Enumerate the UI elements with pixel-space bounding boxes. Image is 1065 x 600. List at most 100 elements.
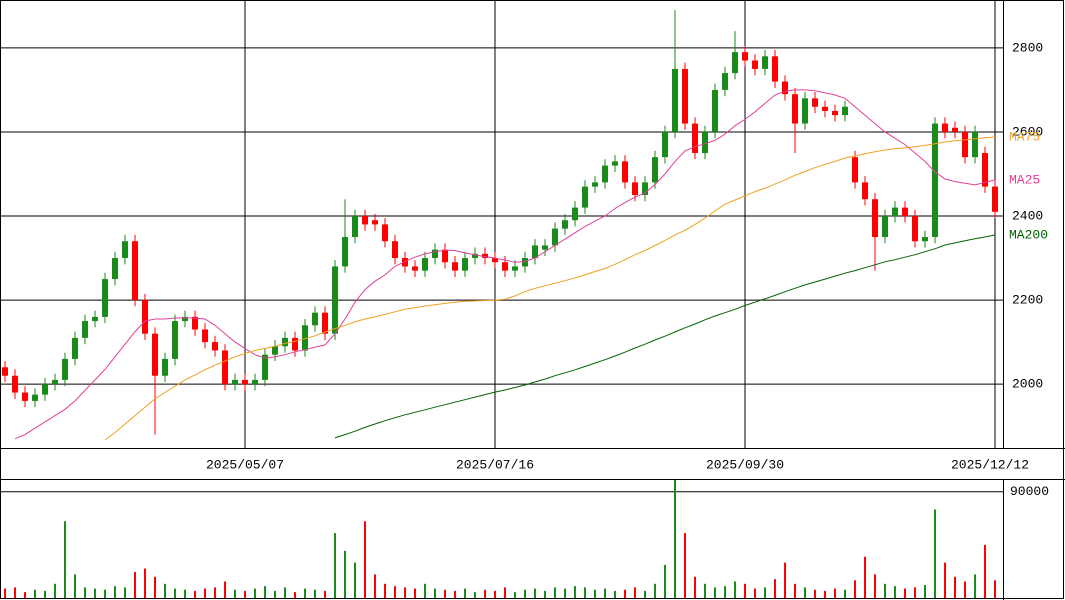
volume-bar — [24, 592, 26, 598]
candle-body — [832, 110, 838, 116]
volume-bar — [34, 589, 36, 598]
candle-body — [992, 186, 998, 212]
candle-body — [642, 182, 648, 196]
candle-body — [962, 131, 968, 158]
x-tick-label: 2025/05/07 — [206, 457, 284, 472]
candle-body — [312, 312, 318, 326]
volume-bar — [764, 587, 766, 598]
candle-body — [712, 89, 718, 132]
volume-bar — [374, 574, 376, 598]
candle-body — [742, 52, 748, 61]
candle-body — [892, 207, 898, 217]
volume-bar — [894, 586, 896, 598]
candle-body — [342, 237, 348, 267]
candle-body — [472, 253, 478, 259]
volume-bar — [744, 583, 746, 598]
volume-bar — [714, 587, 716, 598]
volume-bar — [554, 587, 556, 598]
volume-bar — [94, 588, 96, 598]
volume-bar — [574, 586, 576, 598]
candle-body — [242, 379, 248, 385]
volume-bar — [64, 521, 66, 598]
volume-bar — [4, 588, 6, 598]
candle-body — [872, 199, 878, 238]
x-tick-label: 2025/09/30 — [706, 457, 784, 472]
volume-bar — [534, 588, 536, 598]
candle-body — [802, 98, 808, 124]
candle-body — [62, 358, 68, 380]
volume-bar — [104, 589, 106, 598]
volume-bar — [874, 574, 876, 598]
candle-body — [482, 253, 488, 259]
volume-bar — [394, 586, 396, 598]
candle-body — [92, 316, 98, 322]
volume-bar — [924, 585, 926, 598]
candle-body — [152, 333, 158, 376]
candle-body — [582, 186, 588, 208]
labels: 2000 2200 2400 2600 2800 2025/05/07 2025/07/16… — [206, 40, 1049, 499]
volume-bar — [954, 576, 956, 598]
y-tick-label: 2600 — [1012, 124, 1043, 139]
candle-body — [332, 266, 338, 334]
candle-body — [402, 258, 408, 267]
candle-body — [982, 152, 988, 187]
volume-bar — [964, 581, 966, 598]
volume-bar — [214, 587, 216, 598]
volume-bar — [614, 590, 616, 598]
candle-body — [632, 182, 638, 196]
candle-body — [172, 321, 178, 359]
candle-body — [542, 245, 548, 250]
volume-bar — [284, 587, 286, 598]
candle-body — [72, 337, 78, 359]
volume-bar — [234, 589, 236, 598]
candle-body — [432, 249, 438, 259]
candle-body — [522, 258, 528, 267]
volume-bar — [584, 587, 586, 598]
candle-body — [882, 216, 888, 238]
volume-bar — [974, 574, 976, 598]
candle-body — [142, 300, 148, 334]
candle-body — [202, 329, 208, 343]
candle-body — [422, 258, 428, 271]
candle-body — [392, 241, 398, 259]
volume-bar — [184, 589, 186, 598]
candle-body — [952, 127, 958, 132]
volume-bar — [74, 574, 76, 598]
volume-bar — [404, 587, 406, 598]
volume-bar — [784, 562, 786, 598]
candle-body — [602, 165, 608, 183]
volume-bar — [354, 562, 356, 598]
volume-bar — [604, 588, 606, 598]
candle-body — [592, 182, 598, 187]
volume-bar — [864, 556, 866, 598]
volume-bar — [514, 592, 516, 598]
candle-body — [792, 94, 798, 124]
candle-body — [302, 325, 308, 351]
candle-body — [252, 379, 258, 385]
candle-body — [842, 106, 848, 116]
volume-bar — [814, 589, 816, 598]
candle-body — [182, 316, 188, 322]
ma-line — [334, 234, 996, 439]
candle-body — [972, 131, 978, 158]
candle-body — [492, 258, 498, 263]
candle-body — [912, 216, 918, 242]
candle-body — [682, 68, 688, 124]
volume-bar — [594, 589, 596, 598]
candle-body — [502, 262, 508, 271]
volume-bar — [884, 583, 886, 598]
volume-bar — [224, 581, 226, 598]
volume-bar — [564, 588, 566, 598]
candle-body — [282, 337, 288, 347]
volume-bar — [174, 588, 176, 598]
candle-body — [12, 375, 18, 393]
volume-bar — [804, 587, 806, 598]
volume-bar — [84, 587, 86, 598]
candle-body — [762, 56, 768, 69]
volume-bar — [494, 590, 496, 598]
candle-body — [122, 241, 128, 259]
volume-bar — [304, 588, 306, 598]
volume-bar — [124, 587, 126, 598]
volume-bar — [454, 590, 456, 598]
